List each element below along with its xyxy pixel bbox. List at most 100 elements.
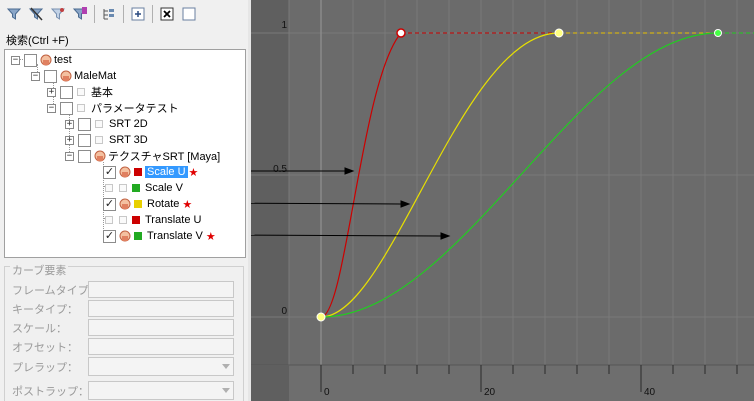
post-wrap-label: ポストラップ： <box>12 386 89 398</box>
color-swatch <box>132 184 140 192</box>
color-swatch <box>132 216 140 224</box>
curve-rotate[interactable] <box>320 32 560 318</box>
filter-funnel-icon[interactable] <box>48 4 68 24</box>
node-label: パラメータテスト <box>91 103 179 115</box>
add-icon[interactable] <box>128 4 148 24</box>
node-label: MaleMat <box>74 70 117 82</box>
key-point[interactable] <box>554 28 564 38</box>
curve-checkbox[interactable] <box>103 229 116 243</box>
curve-checkbox[interactable] <box>105 216 113 224</box>
curve-label: Scale U <box>145 166 188 178</box>
curve-row-translate-v[interactable]: Translate V ★ <box>103 228 216 244</box>
toolbar-separator <box>152 5 153 23</box>
pre-wrap-label: プレラップ： <box>12 362 78 374</box>
color-swatch <box>134 232 142 240</box>
collapse-toggle[interactable]: − <box>31 70 40 81</box>
node-checkbox[interactable] <box>78 149 91 163</box>
key-type-label: キータイプ： <box>12 304 78 316</box>
expand-toggle[interactable]: + <box>47 86 56 97</box>
scale-label: スケール： <box>12 323 67 335</box>
node-label: SRT 2D <box>109 118 148 130</box>
curve-icon <box>119 166 131 178</box>
node-label: テクスチャSRT [Maya] <box>108 151 221 163</box>
curve-properties-title: カーブ要素 <box>10 262 69 278</box>
key-point[interactable] <box>714 29 722 37</box>
curve-icon <box>119 216 127 224</box>
x-tick-label: 0 <box>324 387 330 398</box>
tree-node-basic[interactable]: + 基本 <box>47 84 115 100</box>
curve-checkbox[interactable] <box>105 184 113 192</box>
collapse-toggle[interactable]: − <box>47 102 56 113</box>
offset-label: オフセット： <box>12 342 78 354</box>
curve-translate-v[interactable] <box>320 32 719 318</box>
post-wrap-select[interactable] <box>88 381 234 400</box>
curve-label: Translate V <box>147 230 203 242</box>
collapse-toggle[interactable]: − <box>11 54 20 65</box>
material-icon <box>60 70 72 82</box>
curve-checkbox[interactable] <box>103 165 116 179</box>
node-checkbox[interactable] <box>78 133 91 147</box>
curve-graph[interactable]: 1 0.5 0 <box>251 0 754 401</box>
tree-node-root[interactable]: − test <box>11 52 74 68</box>
key-point[interactable] <box>316 312 326 322</box>
x-tick-label: 20 <box>484 387 496 398</box>
curve-icon <box>119 198 131 210</box>
color-swatch <box>77 104 85 112</box>
model-icon <box>40 54 52 66</box>
curve-icon <box>119 184 127 192</box>
filter-clear-icon[interactable] <box>26 4 46 24</box>
expand-toggle[interactable]: + <box>65 134 74 145</box>
curve-row-rotate[interactable]: Rotate ★ <box>103 196 192 212</box>
tree-node-param-test[interactable]: − パラメータテスト <box>47 100 181 116</box>
node-checkbox[interactable] <box>44 69 57 83</box>
pre-wrap-select[interactable] <box>88 357 234 376</box>
scale-field[interactable] <box>88 319 234 336</box>
expand-toggle[interactable]: + <box>65 118 74 129</box>
time-ruler[interactable] <box>251 365 754 401</box>
node-checkbox[interactable] <box>78 117 91 131</box>
tree-node-material[interactable]: − MaleMat <box>31 68 118 84</box>
tree-node-srt2d[interactable]: + SRT 2D <box>65 116 150 132</box>
color-swatch <box>134 168 142 176</box>
curve-scale-u[interactable] <box>320 32 402 318</box>
filter-bookmark-icon[interactable] <box>70 4 90 24</box>
texture-icon <box>94 150 106 162</box>
frame-type-field[interactable] <box>88 281 234 298</box>
color-swatch <box>134 200 142 208</box>
curve-checkbox[interactable] <box>103 197 116 211</box>
tree-connector <box>19 59 27 60</box>
curve-row-scale-u[interactable]: Scale U ★ <box>103 164 198 180</box>
collapse-toggle[interactable]: − <box>65 150 74 161</box>
node-checkbox[interactable] <box>60 101 73 115</box>
color-swatch <box>95 120 103 128</box>
node-checkbox[interactable] <box>60 85 73 99</box>
star-icon: ★ <box>205 230 216 243</box>
node-checkbox[interactable] <box>24 53 37 67</box>
curve-label: Rotate <box>147 198 180 210</box>
curve-label: Scale V <box>145 182 183 194</box>
node-label: 基本 <box>91 87 113 99</box>
curve-tree[interactable]: − test − MaleMat + 基本 − パラメータテスト + <box>4 49 246 258</box>
tree-expand-icon[interactable] <box>99 4 119 24</box>
panel-splitter[interactable] <box>248 0 251 401</box>
filter-icon[interactable] <box>4 4 24 24</box>
curve-row-translate-u[interactable]: Translate U <box>103 212 203 228</box>
frame-type-label: フレームタイプ： <box>12 285 100 297</box>
star-icon: ★ <box>182 198 193 211</box>
key-type-field[interactable] <box>88 300 234 317</box>
toolbar-separator <box>123 5 124 23</box>
search-label[interactable]: 検索(Ctrl +F) <box>6 35 69 47</box>
empty-box-icon[interactable] <box>179 4 199 24</box>
chevron-down-icon <box>222 388 230 393</box>
close-box-icon[interactable] <box>157 4 177 24</box>
color-swatch <box>95 136 103 144</box>
chevron-down-icon <box>222 364 230 369</box>
tree-node-texture-srt[interactable]: − テクスチャSRT [Maya] <box>65 148 222 164</box>
offset-field[interactable] <box>88 338 234 355</box>
curve-list-panel: 検索(Ctrl +F) − test − MaleMat + 基本 <box>0 0 248 401</box>
graph-background <box>251 0 754 401</box>
tree-node-srt3d[interactable]: + SRT 3D <box>65 132 150 148</box>
curve-row-scale-v[interactable]: Scale V <box>103 180 185 196</box>
curve-icon <box>119 230 131 242</box>
key-point-selected[interactable] <box>396 28 406 38</box>
